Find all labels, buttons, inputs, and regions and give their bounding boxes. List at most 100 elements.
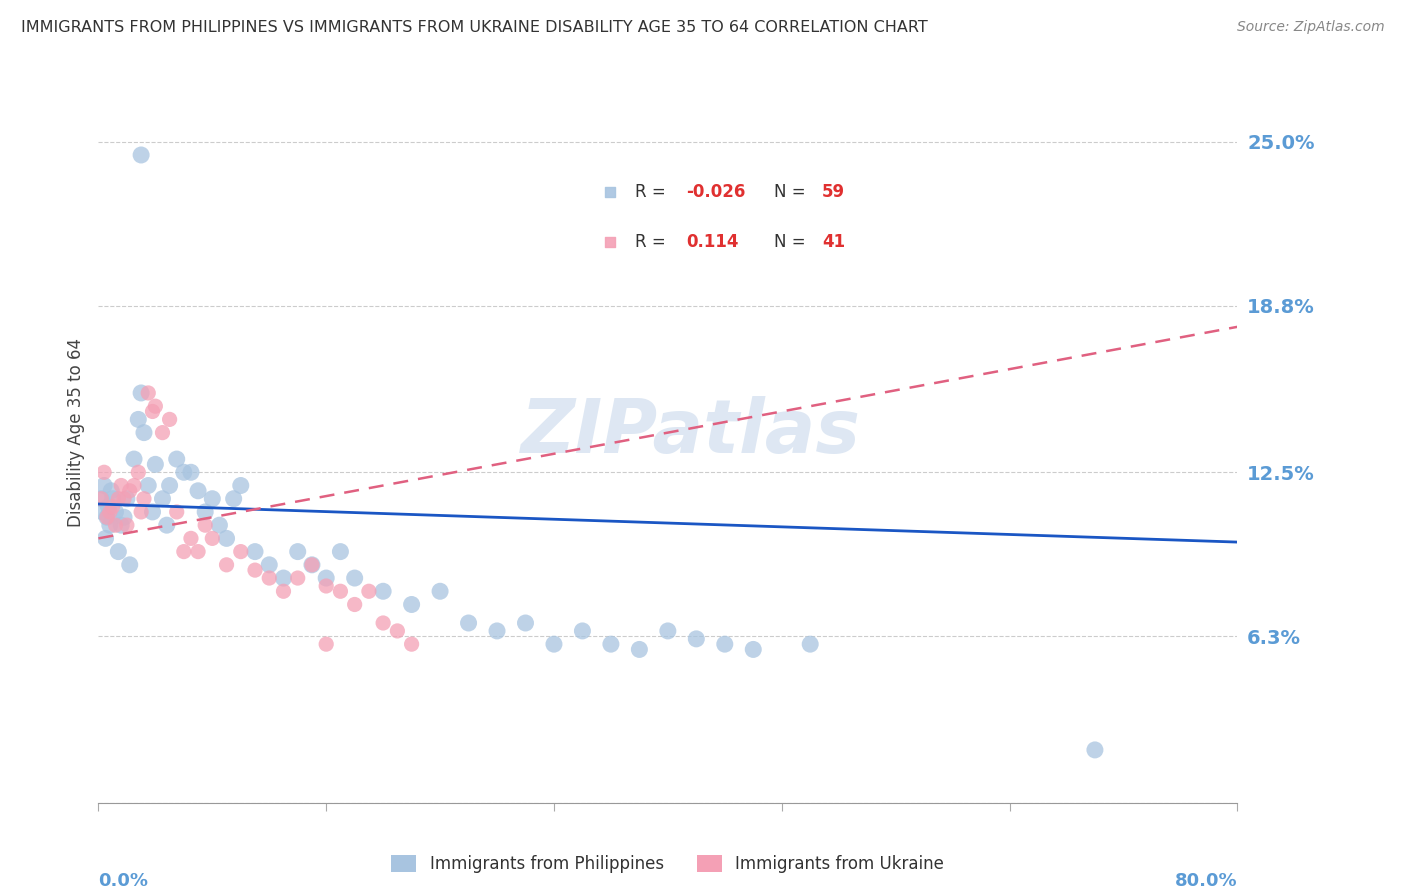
Point [329, 544, 352, 558]
Point [122, 478, 145, 492]
Point [486, 624, 509, 638]
Point [180, 532, 202, 546]
Point [628, 642, 651, 657]
Point [201, 532, 224, 546]
Point [301, 558, 323, 572]
Point [94, 532, 117, 546]
Point [129, 386, 152, 401]
Point [457, 615, 479, 630]
Point [97, 500, 120, 514]
Point [152, 491, 174, 506]
Text: N =: N = [773, 183, 811, 201]
Point [100, 483, 122, 498]
Point [127, 465, 149, 479]
Point [243, 544, 266, 558]
Point [742, 642, 765, 657]
Point [110, 518, 132, 533]
Point [259, 558, 281, 572]
Point [194, 518, 217, 533]
Y-axis label: Disability Age 35 to 64: Disability Age 35 to 64 [66, 338, 84, 527]
Point [401, 637, 423, 651]
Point [600, 637, 623, 651]
Text: 59: 59 [823, 183, 845, 201]
Point [115, 491, 138, 506]
Point [96, 510, 118, 524]
Point [343, 571, 366, 585]
Point [373, 584, 395, 599]
Point [136, 478, 159, 492]
Point [141, 505, 163, 519]
Point [159, 412, 181, 426]
Text: R =: R = [636, 183, 671, 201]
Point [104, 505, 127, 519]
Point [429, 584, 451, 599]
Legend: Immigrants from Philippines, Immigrants from Ukraine: Immigrants from Philippines, Immigrants … [385, 848, 950, 880]
Point [93, 478, 115, 492]
Point [98, 518, 121, 533]
Point [173, 465, 195, 479]
Point [315, 571, 337, 585]
Point [101, 500, 124, 514]
Point [129, 148, 152, 162]
Point [90, 491, 112, 506]
Point [201, 491, 224, 506]
Point [315, 579, 337, 593]
Text: IMMIGRANTS FROM PHILIPPINES VS IMMIGRANTS FROM UKRAINE DISABILITY AGE 35 TO 64 C: IMMIGRANTS FROM PHILIPPINES VS IMMIGRANT… [21, 20, 928, 35]
Point [194, 505, 217, 519]
Point [187, 483, 209, 498]
Point [315, 637, 337, 651]
Point [132, 425, 155, 440]
Point [343, 598, 366, 612]
Point [127, 412, 149, 426]
Point [401, 598, 423, 612]
Point [685, 632, 707, 646]
Point [657, 624, 679, 638]
Point [799, 637, 821, 651]
Point [273, 584, 295, 599]
Point [329, 584, 352, 599]
Text: Source: ZipAtlas.com: Source: ZipAtlas.com [1237, 20, 1385, 34]
Point [571, 624, 593, 638]
Text: N =: N = [773, 233, 811, 252]
Point [714, 637, 737, 651]
Point [156, 518, 179, 533]
Point [136, 386, 159, 401]
Point [543, 637, 565, 651]
Text: 0.0%: 0.0% [98, 871, 149, 889]
Point [387, 624, 409, 638]
Point [357, 584, 380, 599]
Point [180, 465, 202, 479]
Point [229, 544, 252, 558]
Point [166, 505, 188, 519]
Point [173, 544, 195, 558]
Point [166, 452, 188, 467]
Point [107, 491, 129, 506]
Text: -0.026: -0.026 [686, 183, 745, 201]
Point [110, 478, 132, 492]
Point [112, 510, 135, 524]
Point [96, 510, 118, 524]
Point [118, 558, 141, 572]
Point [132, 491, 155, 506]
Point [287, 544, 309, 558]
Text: R =: R = [636, 233, 676, 252]
Point [107, 544, 129, 558]
Point [115, 518, 138, 533]
Point [122, 452, 145, 467]
Point [145, 399, 167, 413]
Point [287, 571, 309, 585]
Point [91, 505, 114, 519]
Text: 80.0%: 80.0% [1174, 871, 1237, 889]
Point [141, 404, 163, 418]
Point [93, 465, 115, 479]
Text: ZIPatlas: ZIPatlas [520, 396, 860, 469]
Point [373, 615, 395, 630]
Point [215, 532, 238, 546]
Point [101, 491, 124, 506]
Point [118, 483, 141, 498]
Point [129, 505, 152, 519]
Point [98, 505, 121, 519]
Point [159, 478, 181, 492]
Point [301, 558, 323, 572]
Point [515, 615, 537, 630]
